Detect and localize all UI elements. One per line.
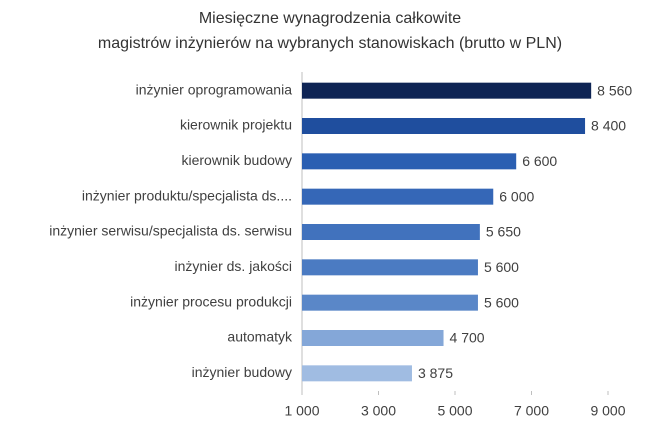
bar	[302, 153, 517, 170]
category-label: inżynier produktu/specjalista ds....	[82, 187, 292, 203]
bar	[302, 259, 478, 276]
x-tick-label: 5 000	[437, 403, 472, 419]
category-label: kierownik projektu	[180, 117, 292, 133]
category-label: inżynier oprogramowania	[136, 81, 293, 97]
x-tick-label: 1 000	[284, 403, 319, 419]
bar	[302, 188, 494, 205]
value-label: 4 700	[450, 330, 485, 346]
chart-title: Miesięczne wynagrodzenia całkowite	[199, 10, 461, 27]
value-label: 5 650	[486, 224, 521, 240]
category-label: inżynier procesu produkcji	[130, 293, 292, 309]
category-label: kierownik budowy	[182, 152, 293, 168]
x-tick-label: 9 000	[590, 403, 625, 419]
bar	[302, 224, 480, 240]
chart-subtitle: magistrów inżynierów na wybranych stanow…	[98, 35, 562, 52]
value-label: 6 600	[522, 153, 557, 169]
bar	[302, 118, 586, 134]
bar	[302, 365, 412, 382]
value-label: 6 000	[499, 188, 534, 204]
value-label: 8 400	[591, 118, 626, 134]
bar	[302, 82, 592, 99]
category-label: inżynier serwisu/specjalista ds. serwisu	[49, 223, 292, 239]
value-label: 5 600	[484, 259, 519, 275]
x-tick-label: 7 000	[514, 403, 549, 419]
value-label: 8 560	[597, 82, 632, 98]
value-label: 5 600	[484, 294, 519, 310]
category-label: automatyk	[227, 329, 293, 345]
category-label: inżynier budowy	[192, 364, 292, 380]
value-label: 3 875	[418, 365, 453, 381]
bar	[302, 294, 478, 311]
bar	[302, 330, 444, 346]
category-label: inżynier ds. jakości	[175, 258, 293, 274]
x-tick-label: 3 000	[361, 403, 396, 419]
